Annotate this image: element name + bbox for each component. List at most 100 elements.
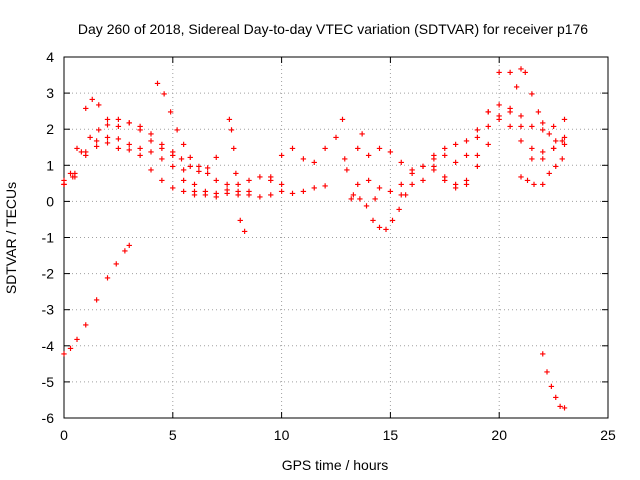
data-point: + [159,176,165,187]
data-point: + [61,349,67,360]
data-point: + [496,111,502,122]
data-point: + [181,176,187,187]
series-arc-2: +++++ + + + +++++++ + + + + + + + [61,114,285,199]
data-point: + [94,141,100,152]
y-tick-label: -2 [42,266,55,282]
data-point: + [311,183,317,194]
data-point: + [363,201,369,212]
data-point: + [474,132,480,143]
data-point: + [518,136,524,147]
data-point: + [96,125,102,136]
y-tick-label: -3 [42,302,55,318]
series-arc-17: ++++++ [540,349,568,414]
data-point: + [370,215,376,226]
data-point: + [540,118,546,129]
data-point: + [551,143,557,154]
data-point: + [105,114,111,125]
data-point: + [126,118,132,129]
data-point: + [237,215,243,226]
data-point: + [409,165,415,176]
data-point: + [170,183,176,194]
x-tick-label: 0 [60,427,68,443]
data-point: + [420,161,426,172]
data-point: + [431,165,437,176]
y-tick-label: 4 [46,49,54,65]
data-point: + [496,114,502,125]
series-arc-13: ++ ++++ ++++ +++ + + + [398,107,567,201]
series-arc-8: ++++ ++++ [268,132,348,183]
data-point: + [485,107,491,118]
data-point: + [518,111,524,122]
data-point: + [115,122,121,133]
data-point: + [540,154,546,165]
data-point: + [155,78,161,89]
data-point: + [342,154,348,165]
data-point: + [83,150,89,161]
data-point: + [242,226,248,237]
data-point: + [544,367,550,378]
data-point: + [170,147,176,158]
data-point: + [178,154,184,165]
data-point: + [126,140,132,151]
data-point: + [546,129,552,140]
data-point: + [257,172,263,183]
data-point: + [137,122,143,133]
data-point: + [524,176,530,187]
data-point: + [126,145,132,156]
data-point: + [551,122,557,133]
data-point: + [474,150,480,161]
data-point: + [148,165,154,176]
data-point: + [529,122,535,133]
data-point: + [96,100,102,111]
data-point: + [279,187,285,198]
data-point: + [553,392,559,403]
y-tick-label: 1 [46,157,54,173]
data-point: + [72,169,78,180]
data-point: + [159,143,165,154]
data-point: + [137,143,143,154]
data-point: + [366,176,372,187]
series-arc-10: + ++++ ++++ [350,190,408,235]
data-point: + [540,147,546,158]
data-point: + [192,190,198,201]
data-point: + [213,188,219,199]
data-point: + [398,190,404,201]
data-point: + [350,190,356,201]
data-point: + [224,179,230,190]
data-point: + [355,143,361,154]
y-tick-label: 3 [46,85,54,101]
data-point: + [78,147,84,158]
data-point: + [83,320,89,331]
data-point: + [137,125,143,136]
data-point: + [257,192,263,203]
data-point: + [561,114,567,125]
data-point: + [126,118,132,129]
data-point: + [398,158,404,169]
data-point: + [202,190,208,201]
data-point: + [61,179,67,190]
data-point: + [551,143,557,154]
data-point: + [300,187,306,198]
data-point: + [170,161,176,172]
series-arc-12: + +++ ++ ++++++ +++ + ++ [377,100,568,176]
data-point: + [540,179,546,190]
data-point: + [522,67,528,78]
data-point: + [187,152,193,163]
data-point: + [531,179,537,190]
data-point: + [74,335,80,346]
data-point: + [496,67,502,78]
data-point: + [94,136,100,147]
grid [64,57,608,418]
data-point: + [74,143,80,154]
data-point: + [485,107,491,118]
data-point: + [340,114,346,125]
data-point: + [181,165,187,176]
data-point: + [390,215,396,226]
data-point: + [344,165,350,176]
data-point: + [540,125,546,136]
data-point: + [181,140,187,151]
data-point: + [322,181,328,192]
y-tick-label: -4 [42,338,55,354]
chart-title: Day 260 of 2018, Sidereal Day-to-day VTE… [78,21,588,37]
data-point: + [159,154,165,165]
